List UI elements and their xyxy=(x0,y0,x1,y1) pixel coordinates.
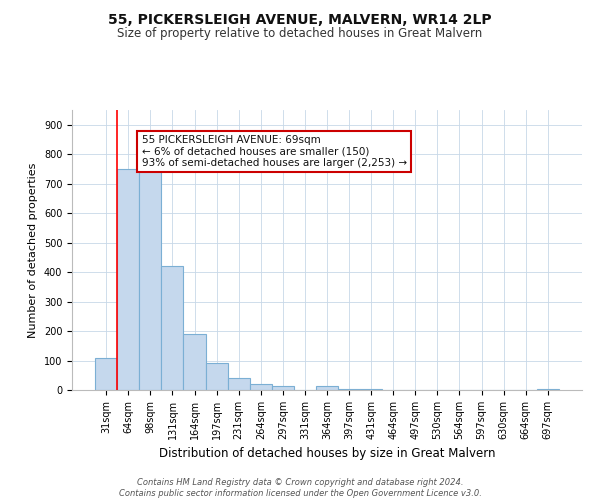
Bar xyxy=(184,334,206,390)
Bar xyxy=(161,266,184,390)
Bar xyxy=(360,388,382,390)
Text: Contains HM Land Registry data © Crown copyright and database right 2024.
Contai: Contains HM Land Registry data © Crown c… xyxy=(119,478,481,498)
Bar xyxy=(338,388,360,390)
Bar xyxy=(95,358,117,390)
Bar xyxy=(227,378,250,390)
Bar xyxy=(117,169,139,390)
Bar xyxy=(139,169,161,390)
Bar xyxy=(316,386,338,390)
Y-axis label: Number of detached properties: Number of detached properties xyxy=(28,162,38,338)
Bar xyxy=(250,384,272,390)
X-axis label: Distribution of detached houses by size in Great Malvern: Distribution of detached houses by size … xyxy=(159,448,495,460)
Bar xyxy=(206,362,227,390)
Bar xyxy=(537,388,559,390)
Bar xyxy=(272,386,294,390)
Text: 55 PICKERSLEIGH AVENUE: 69sqm
← 6% of detached houses are smaller (150)
93% of s: 55 PICKERSLEIGH AVENUE: 69sqm ← 6% of de… xyxy=(142,135,407,168)
Text: 55, PICKERSLEIGH AVENUE, MALVERN, WR14 2LP: 55, PICKERSLEIGH AVENUE, MALVERN, WR14 2… xyxy=(108,12,492,26)
Text: Size of property relative to detached houses in Great Malvern: Size of property relative to detached ho… xyxy=(118,28,482,40)
